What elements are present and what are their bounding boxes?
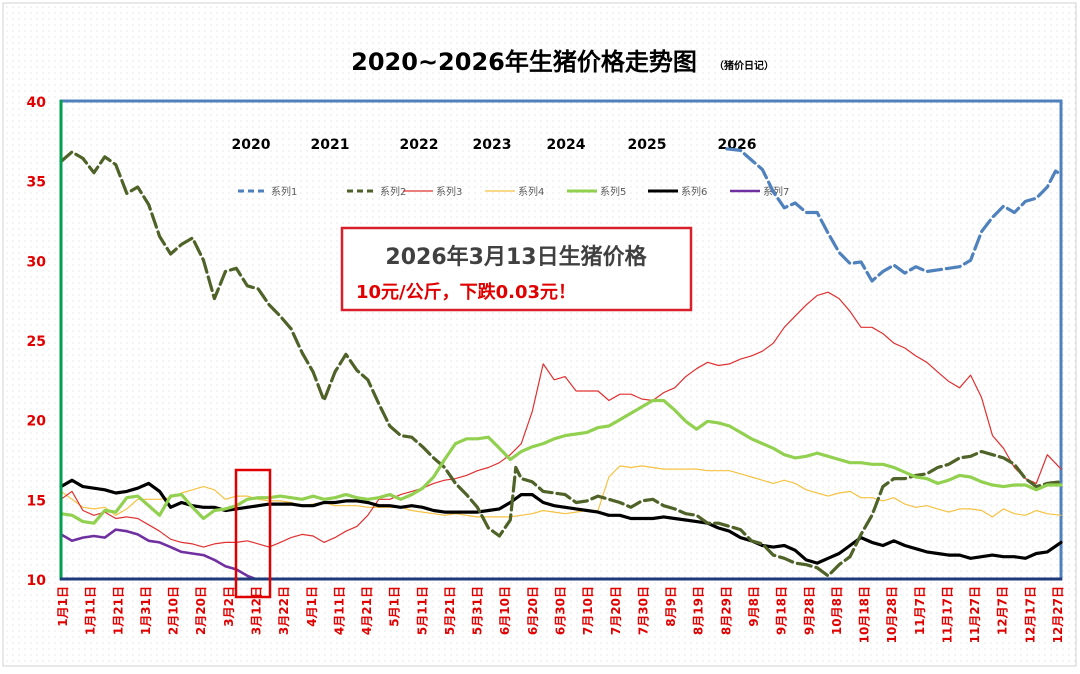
x-tick-label: 11月17日 — [940, 586, 954, 643]
series-line-3 — [60, 291, 1062, 548]
legend-label: 系列1 — [271, 185, 297, 198]
series-line-6 — [59, 478, 1063, 565]
x-tick-label: 1月11日 — [84, 586, 98, 635]
x-tick-label: 7月20日 — [609, 586, 623, 635]
year-label: 2020 — [232, 137, 271, 153]
series-line-2 — [59, 150, 1063, 578]
x-tick-label: 5月11日 — [415, 586, 429, 635]
series-line-5 — [59, 398, 1063, 525]
x-tick-label: 10月8日 — [830, 586, 844, 635]
x-tick-label: 12月7日 — [996, 586, 1010, 635]
x-tick-label: 9月28日 — [802, 586, 816, 635]
annotation-line2: 10元/公斤，下跌0.03元！ — [356, 281, 576, 303]
x-tick-label: 8月19日 — [692, 586, 706, 635]
legend-label: 系列7 — [763, 185, 789, 198]
x-tick-label: 5月21日 — [443, 586, 457, 635]
x-tick-label: 10月18日 — [858, 586, 872, 643]
x-tick-label: 2月10日 — [167, 586, 181, 635]
x-tick-label: 12月17日 — [1023, 586, 1037, 643]
x-tick-label: 6月30日 — [554, 586, 568, 635]
x-tick-label: 1月31日 — [139, 586, 153, 635]
x-tick-label: 5月1日 — [388, 586, 402, 627]
annotation-box: 2026年3月13日生猪价格 10元/公斤，下跌0.03元！ — [340, 226, 693, 312]
x-tick-label: 7月30日 — [636, 586, 650, 635]
y-tick-label: 20 — [27, 414, 47, 430]
x-tick-label: 10月28日 — [885, 586, 899, 643]
y-tick-label: 25 — [27, 334, 46, 350]
x-tick-label: 3月12日 — [249, 586, 263, 635]
x-tick-label: 5月31日 — [471, 586, 485, 635]
x-tick-label: 6月10日 — [498, 586, 512, 635]
y-tick-label: 40 — [27, 95, 47, 111]
x-tick-label: 9月8日 — [747, 586, 761, 627]
series-layer — [59, 147, 1063, 581]
year-label: 2021 — [311, 137, 350, 153]
year-label: 2022 — [400, 137, 439, 153]
x-tick-label: 8月29日 — [719, 586, 733, 635]
year-label: 2024 — [547, 137, 586, 153]
year-label: 2023 — [473, 137, 512, 153]
legend-label: 系列5 — [600, 185, 626, 198]
x-tick-label: 2月20日 — [194, 586, 208, 635]
highlight-marker-box — [234, 468, 272, 599]
x-tick-label: 6月20日 — [526, 586, 540, 635]
x-tick-label: 4月11日 — [332, 586, 346, 635]
series-line-1 — [725, 147, 1063, 283]
legend-label: 系列2 — [380, 185, 406, 198]
year-labels: 2020 2021 2022 2023 2024 2025 2026 — [232, 137, 757, 153]
x-tick-label: 11月27日 — [968, 586, 982, 643]
x-tick-label: 4月1日 — [305, 586, 319, 627]
x-tick-label: 8月9日 — [664, 586, 678, 627]
legend-label: 系列3 — [436, 185, 462, 198]
x-tick-label: 9月18日 — [775, 586, 789, 635]
legend-label: 系列4 — [518, 185, 544, 198]
chart-subtitle: （猪价日记） — [714, 59, 774, 72]
series-line-7 — [59, 528, 257, 581]
y-tick-label: 35 — [27, 175, 46, 191]
annotation-frame — [340, 226, 693, 312]
y-tick-label: 30 — [27, 254, 47, 270]
year-label: 2025 — [628, 137, 667, 153]
x-tick-label: 12月27日 — [1051, 586, 1065, 643]
x-tick-label: 3月22日 — [277, 586, 291, 635]
x-axis-tick-labels: 1月1日 1月11日 1月21日 1月31日 2月10日 2月20日 3月2日 3月12日 3月… — [56, 586, 1065, 643]
x-tick-label: 3月2日 — [222, 586, 236, 627]
x-tick-label: 1月21日 — [111, 586, 125, 635]
series-line-4 — [60, 465, 1062, 518]
x-tick-label: 11月7日 — [913, 586, 927, 635]
annotation-line1: 2026年3月13日生猪价格 — [385, 244, 647, 270]
x-tick-label: 4月21日 — [360, 586, 374, 635]
chart-legend: 系列1 系列2 系列3 系列4 系列5 系列6 系列7 — [238, 185, 789, 198]
y-axis-tick-labels: 10 15 20 25 30 35 40 — [27, 95, 47, 589]
y-tick-label: 15 — [27, 493, 46, 509]
y-tick-label: 10 — [27, 573, 47, 589]
chart-title: 2020~2026年生猪价格走势图 — [351, 48, 697, 76]
x-tick-label: 7月10日 — [581, 586, 595, 635]
legend-label: 系列6 — [681, 185, 707, 198]
x-tick-label: 1月1日 — [56, 586, 70, 627]
